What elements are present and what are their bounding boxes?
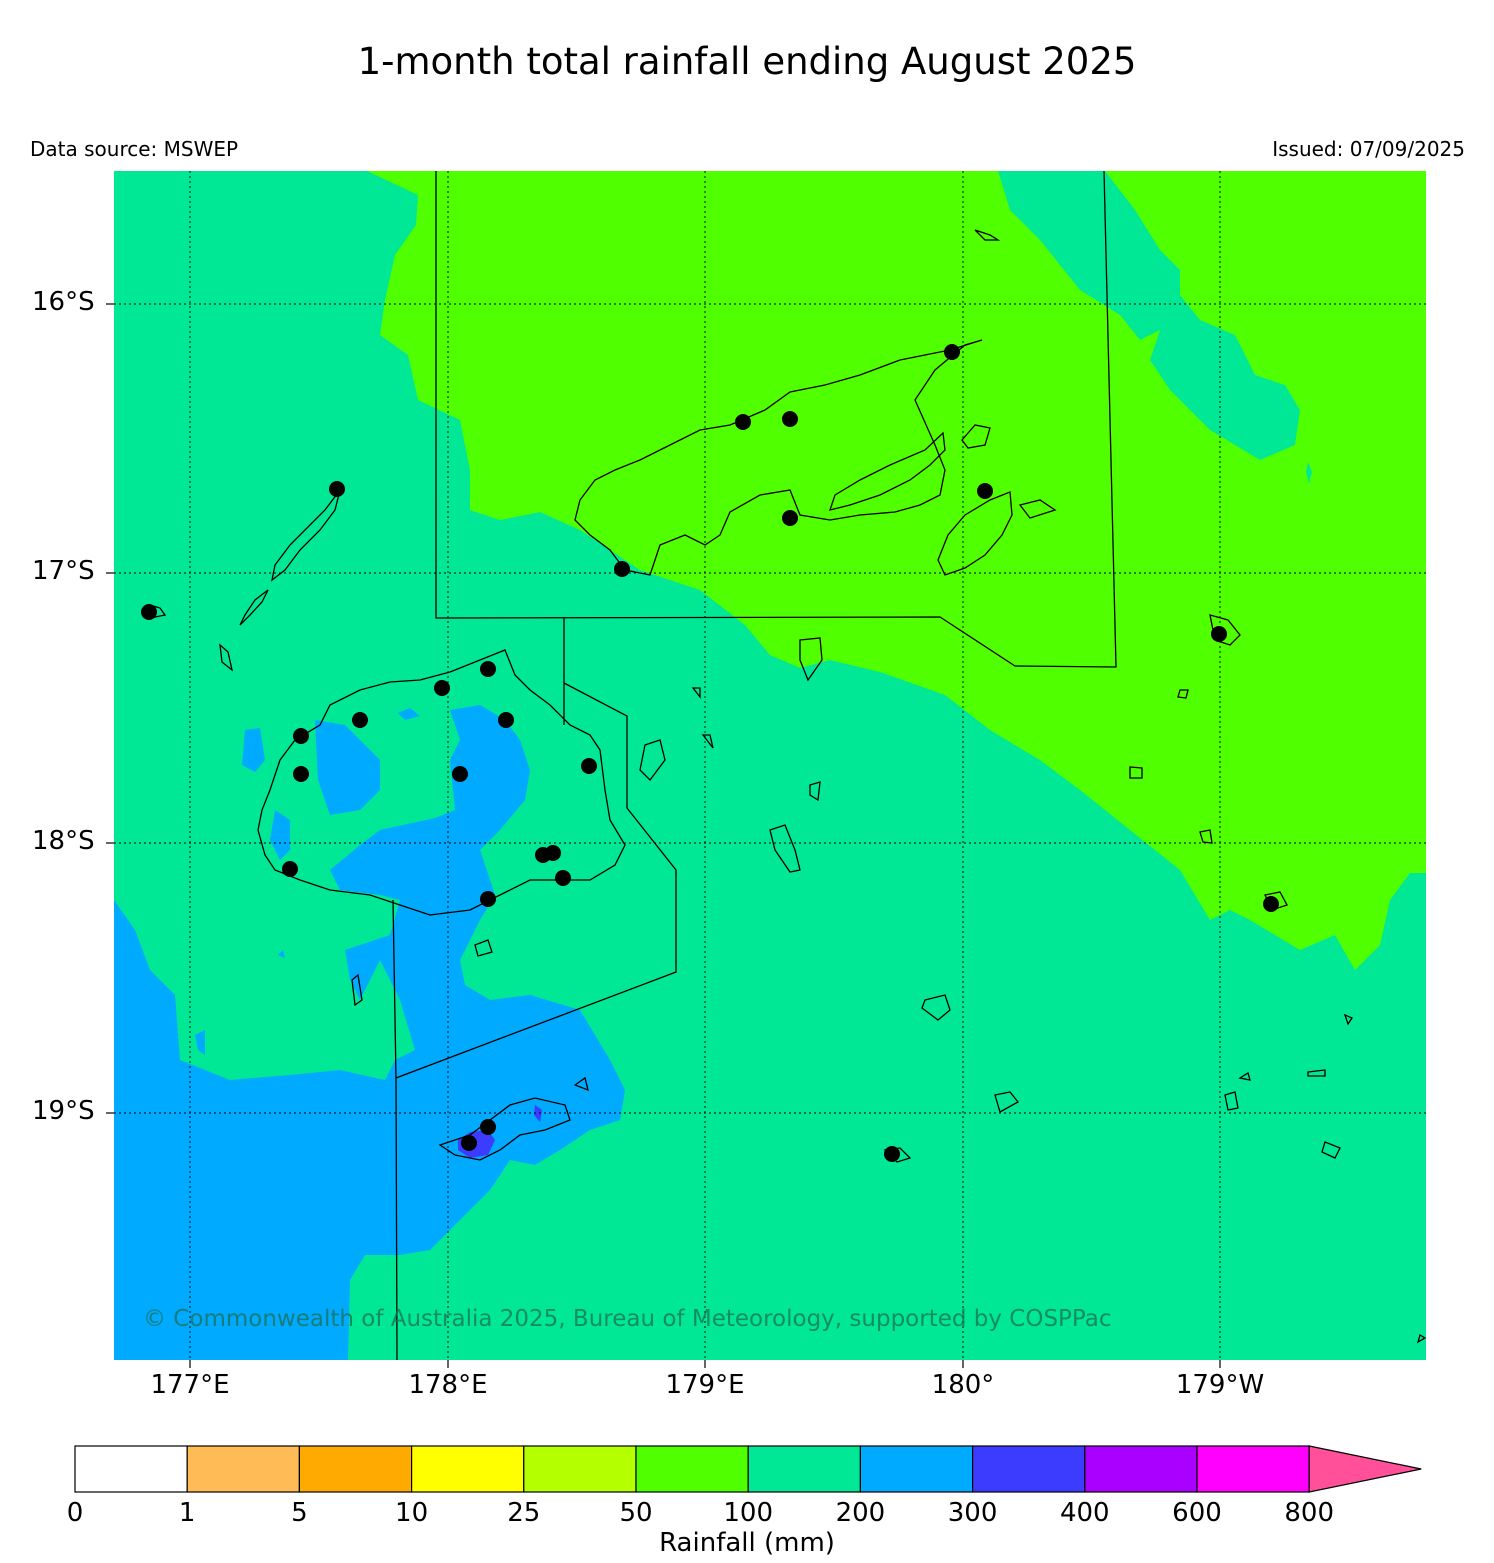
lat-label-18s: 18°S [32,826,95,856]
station-marker [581,758,597,774]
zone-200-300-west [315,720,380,815]
station-marker [782,411,798,427]
station-marker [352,712,368,728]
station-marker [293,766,309,782]
copyright-notice: © Commonwealth of Australia 2025, Bureau… [143,1306,1112,1332]
station-marker [480,891,496,907]
station-marker [1211,626,1227,642]
colorbar-tick-label: 100 [723,1498,773,1528]
colorbar-tick-label: 10 [395,1498,429,1528]
issued-date-label: Issued: 07/09/2025 [1272,137,1465,161]
zone-200-300-sw [114,705,625,1360]
station-marker [977,483,993,499]
station-marker [141,604,157,620]
coastlines [148,229,1427,1344]
lat-label-17s: 17°S [32,556,95,586]
colorbar-tick-label: 5 [291,1498,308,1528]
colorbar-tick-label: 600 [1172,1498,1222,1528]
lat-label-16s: 16°S [32,287,95,317]
lon-label-177e: 177°E [150,1370,230,1400]
colorbar-tick-label: 25 [507,1498,541,1528]
rainfall-contours [114,171,1426,1360]
station-marker [480,661,496,677]
colorbar-tick-label: 50 [619,1498,653,1528]
station-marker [498,712,514,728]
yasawa-coast [271,489,341,582]
data-source-label: Data source: MSWEP [30,137,239,161]
station-marker [282,861,298,877]
taveuni-coast [937,491,1013,576]
axis-ticks [106,303,1221,1368]
station-marker [480,1119,496,1135]
lat-label-19s: 19°S [32,1096,95,1126]
station-marker [545,845,561,861]
lon-label-179w: 179°W [1175,1370,1265,1400]
station-marker [614,561,630,577]
colorbar-tick-label: 400 [1059,1498,1110,1528]
station-marker [782,510,798,526]
station-marker [461,1135,477,1151]
colorbar-tick-label: 300 [947,1498,998,1528]
map-gridlines [114,171,1426,1360]
station-markers [141,344,1279,1162]
colorbar-tick-label: 1 [178,1498,196,1528]
map-title: 1-month total rainfall ending August 202… [357,40,1137,83]
colorbar-title: Rainfall (mm) [659,1528,835,1558]
station-marker [329,481,345,497]
lon-label-180: 180° [931,1370,995,1400]
zone-100-200-ne [998,171,1300,460]
station-marker [555,870,571,886]
station-marker [884,1146,900,1162]
colorbar-tick-label: 200 [835,1498,886,1528]
station-marker [1263,896,1279,912]
colorbar-tick-label: 800 [1284,1498,1334,1528]
vanua-levu-coast [574,339,983,576]
viti-levu-coast [257,649,626,916]
station-marker [735,414,751,430]
zone-100-200-se [1395,920,1426,980]
station-marker [434,680,450,696]
division-boundaries [392,170,1117,1361]
station-marker [452,766,468,782]
lon-label-179e: 179°E [665,1370,745,1400]
colorbar-tick-label: 0 [66,1498,84,1528]
lon-label-178e: 178°E [408,1370,488,1400]
station-marker [944,344,960,360]
station-marker [293,728,309,744]
